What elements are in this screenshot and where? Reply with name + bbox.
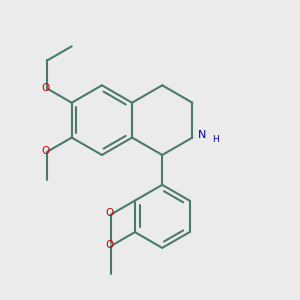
Text: N: N (198, 130, 207, 140)
Text: O: O (105, 208, 113, 218)
Text: O: O (41, 82, 50, 93)
Text: H: H (212, 135, 219, 144)
Text: O: O (105, 240, 113, 250)
Text: O: O (41, 146, 50, 156)
